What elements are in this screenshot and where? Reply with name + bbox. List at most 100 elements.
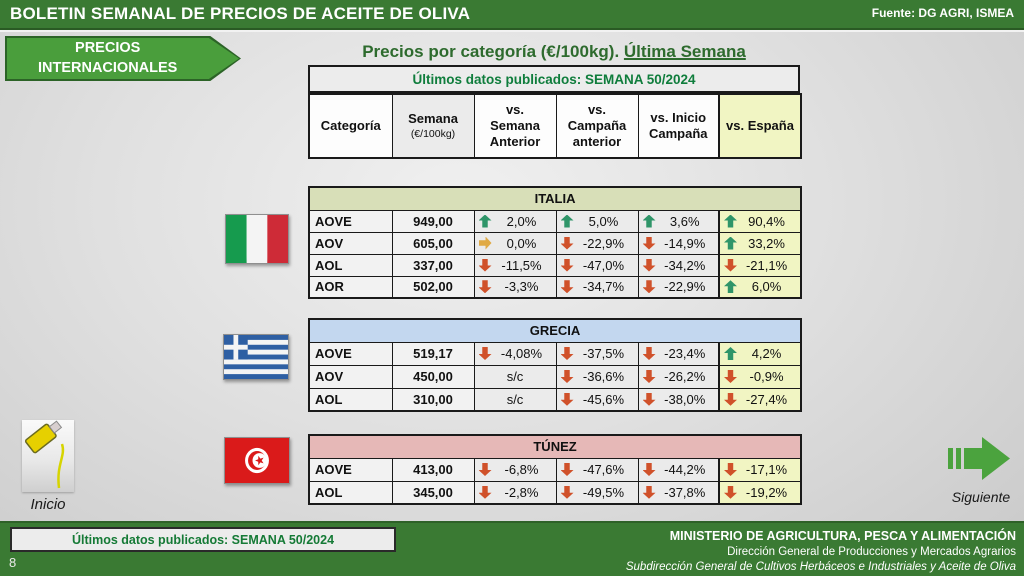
trend-arrow-icon bbox=[560, 214, 574, 228]
top-title-bar: BOLETIN SEMANAL DE PRECIOS DE ACEITE DE … bbox=[0, 0, 1024, 32]
country-header-grecia: GRECIA bbox=[308, 318, 802, 343]
category-cell: AOVE bbox=[308, 341, 393, 366]
table-row: AOVE 519,17 -4,08% -37,5% -23,4% 4,2% bbox=[308, 341, 802, 366]
page-number: 8 bbox=[9, 555, 17, 570]
pct-cell-espana: -27,4% bbox=[717, 387, 802, 412]
pct-cell: -45,6% bbox=[555, 387, 639, 412]
trend-arrow-icon bbox=[560, 258, 574, 272]
pct-cell: -14,9% bbox=[637, 231, 720, 255]
price-cell: 949,00 bbox=[391, 209, 475, 233]
trend-arrow-icon bbox=[642, 485, 656, 499]
pct-cell: -22,9% bbox=[637, 275, 720, 299]
banner-arrow-fill bbox=[7, 38, 239, 79]
pct-cell: -47,6% bbox=[555, 457, 639, 482]
col-vs-campana: vs. Campaña anterior bbox=[555, 93, 639, 159]
trend-arrow-icon bbox=[560, 485, 574, 499]
pct-cell: -34,2% bbox=[637, 253, 720, 277]
price-cell: 502,00 bbox=[391, 275, 475, 299]
pct-cell: 0,0% bbox=[473, 231, 557, 255]
pct-cell: -36,6% bbox=[555, 364, 639, 389]
ministry-direction: Dirección General de Producciones y Merc… bbox=[727, 545, 1016, 558]
inicio-button[interactable] bbox=[22, 420, 74, 492]
trend-arrow-icon bbox=[724, 347, 737, 360]
greece-flag-icon bbox=[223, 334, 289, 380]
pct-cell-espana: -0,9% bbox=[717, 364, 802, 389]
italy-price-table: ITALIA AOVE 949,00 2,0% 5,0% 3,6% 90,4% … bbox=[308, 186, 803, 299]
banner-line1: PRECIOS bbox=[75, 39, 141, 56]
trend-arrow-icon bbox=[642, 392, 656, 406]
table-row: AOVE 413,00 -6,8% -47,6% -44,2% -17,1% bbox=[308, 457, 802, 482]
col-semana-label: Semana bbox=[408, 111, 458, 127]
section-banner: PRECIOS INTERNACIONALES bbox=[5, 36, 241, 81]
trend-arrow-icon bbox=[724, 214, 737, 228]
ministry-name: MINISTERIO DE AGRICULTURA, PESCA Y ALIME… bbox=[669, 529, 1016, 543]
trend-arrow-icon bbox=[478, 485, 492, 499]
category-cell: AOL bbox=[308, 480, 393, 505]
category-cell: AOV bbox=[308, 231, 393, 255]
pct-cell-espana: -19,2% bbox=[717, 480, 802, 505]
trend-arrow-icon bbox=[478, 236, 492, 250]
trend-arrow-icon bbox=[560, 236, 574, 250]
country-header-tunez: TÚNEZ bbox=[308, 434, 802, 459]
col-semana-unit: (€/100kg) bbox=[410, 127, 456, 140]
price-cell: 337,00 bbox=[391, 253, 475, 277]
pct-cell: -37,8% bbox=[637, 480, 720, 505]
pct-cell: -3,3% bbox=[473, 275, 557, 299]
table-row: AOL 337,00 -11,5% -47,0% -34,2% -21,1% bbox=[308, 253, 802, 277]
trend-arrow-icon bbox=[642, 370, 656, 383]
pct-cell: -23,4% bbox=[637, 341, 720, 366]
pct-cell: -26,2% bbox=[637, 364, 720, 389]
country-header-italia: ITALIA bbox=[308, 186, 802, 211]
category-cell: AOVE bbox=[308, 209, 393, 233]
price-cell: 345,00 bbox=[391, 480, 475, 505]
trend-arrow-icon bbox=[724, 370, 737, 383]
siguiente-arrow-icon[interactable] bbox=[948, 430, 1014, 486]
price-cell: 310,00 bbox=[391, 387, 475, 412]
pct-cell: -38,0% bbox=[637, 387, 720, 412]
trend-arrow-icon bbox=[642, 280, 656, 294]
source-note: Fuente: DG AGRI, ISMEA bbox=[871, 6, 1014, 20]
pct-cell: -11,5% bbox=[473, 253, 557, 277]
trend-arrow-icon bbox=[724, 392, 737, 406]
pct-cell: -4,08% bbox=[473, 341, 557, 366]
trend-arrow-icon bbox=[478, 463, 492, 476]
price-cell: 605,00 bbox=[391, 231, 475, 255]
footer-published-box: Últimos datos publicados: SEMANA 50/2024 bbox=[10, 527, 396, 552]
trend-arrow-icon bbox=[478, 258, 492, 272]
trend-arrow-icon bbox=[478, 347, 492, 360]
col-vs-semana: vs. Semana Anterior bbox=[473, 93, 557, 159]
table-row: AOV 605,00 0,0% -22,9% -14,9% 33,2% bbox=[308, 231, 802, 255]
pct-cell-espana: 90,4% bbox=[717, 209, 802, 233]
trend-arrow-icon bbox=[724, 236, 737, 250]
table-row: AOL 345,00 -2,8% -49,5% -37,8% -19,2% bbox=[308, 480, 802, 505]
pct-cell-espana: 4,2% bbox=[717, 341, 802, 366]
page-title: Precios por categoría (€/100kg). Última … bbox=[300, 42, 808, 62]
trend-arrow-icon bbox=[724, 280, 737, 294]
pct-cell-espana: 6,0% bbox=[717, 275, 802, 299]
pct-cell: -47,0% bbox=[555, 253, 639, 277]
page-title-highlight: Última Semana bbox=[623, 42, 746, 61]
siguiente-label[interactable]: Siguiente bbox=[951, 489, 1011, 505]
category-cell: AOV bbox=[308, 364, 393, 389]
table-row: AOL 310,00 s/c -45,6% -38,0% -27,4% bbox=[308, 387, 802, 412]
trend-arrow-icon bbox=[642, 236, 656, 250]
trend-arrow-icon bbox=[642, 258, 656, 272]
col-categoria: Categoría bbox=[308, 93, 393, 159]
category-cell: AOVE bbox=[308, 457, 393, 482]
table-row: AOR 502,00 -3,3% -34,7% -22,9% 6,0% bbox=[308, 275, 802, 299]
pct-cell-espana: -21,1% bbox=[717, 253, 802, 277]
published-week-band: Últimos datos publicados: SEMANA 50/2024 bbox=[308, 65, 800, 93]
category-cell: AOL bbox=[308, 387, 393, 412]
price-cell: 450,00 bbox=[391, 364, 475, 389]
trend-arrow-icon bbox=[560, 463, 574, 476]
trend-arrow-icon bbox=[560, 392, 574, 406]
trend-arrow-icon bbox=[560, 370, 574, 383]
inicio-label[interactable]: Inicio bbox=[30, 496, 66, 513]
tunisia-flag-icon bbox=[224, 437, 290, 484]
pct-cell: -37,5% bbox=[555, 341, 639, 366]
italy-flag-icon bbox=[225, 214, 289, 264]
pct-cell: 5,0% bbox=[555, 209, 639, 233]
trend-arrow-icon bbox=[724, 463, 737, 476]
banner-label: PRECIOS INTERNACIONALES bbox=[5, 36, 241, 81]
